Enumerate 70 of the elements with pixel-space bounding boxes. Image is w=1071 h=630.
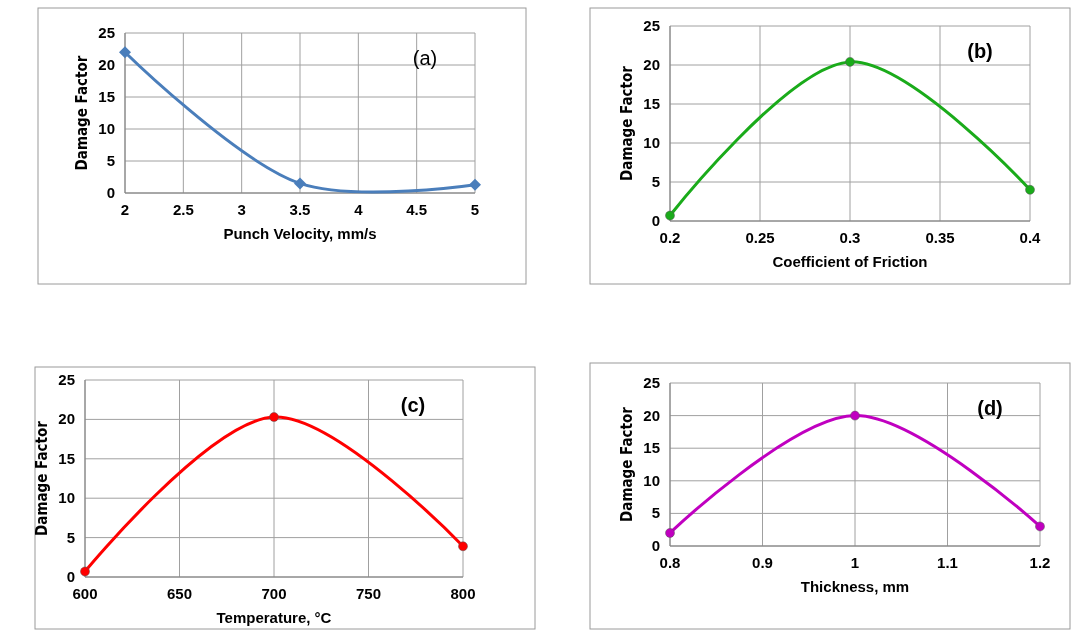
x-tick-label: 3.5 <box>289 201 311 218</box>
x-tick-label: 2 <box>120 201 130 218</box>
x-tick-label: 0.4 <box>1019 229 1042 246</box>
annotation: (d) <box>977 397 1003 419</box>
x-axis-title: Thickness, mm <box>800 578 910 595</box>
x-tick-label: 650 <box>166 585 193 602</box>
point <box>458 541 468 552</box>
annotation: (c) <box>400 394 426 416</box>
y-tick-label: 25 <box>98 24 115 41</box>
y-tick-label: 20 <box>58 410 75 428</box>
point <box>665 528 675 538</box>
y-tick-label: 25 <box>58 371 75 388</box>
y-tick-label: 0 <box>66 568 75 585</box>
y-axis-title: Damage Factor <box>618 406 636 522</box>
y-tick-label: 10 <box>98 120 115 137</box>
y-tick-label: 10 <box>643 134 660 151</box>
y-tick-label: 15 <box>58 449 75 467</box>
y-tick-label: 10 <box>643 471 660 489</box>
x-tick-label: 0.25 <box>745 229 775 246</box>
x-axis-title: Punch Velocity, mm/s <box>223 225 377 242</box>
y-axis-title: Damage Factor <box>73 55 91 171</box>
point <box>294 177 306 190</box>
point <box>119 46 131 59</box>
y-tick-label: 25 <box>643 17 660 34</box>
x-tick-label: 3 <box>237 201 246 218</box>
annotation: (b) <box>967 40 993 62</box>
x-tick-label: 4.5 <box>406 201 428 218</box>
y-tick-label: 5 <box>106 152 115 169</box>
x-tick-label: 600 <box>72 585 98 602</box>
x-axis-title: Temperature, °C <box>216 609 332 626</box>
x-tick-label: 0.2 <box>659 229 681 246</box>
point <box>469 178 481 191</box>
x-tick-label: 1.2 <box>1029 554 1051 571</box>
y-tick-label: 15 <box>643 439 660 457</box>
y-tick-label: 10 <box>58 489 75 507</box>
y-tick-label: 5 <box>66 528 75 546</box>
y-tick-label: 15 <box>643 95 660 112</box>
y-tick-label: 5 <box>651 504 660 522</box>
x-tick-label: 4 <box>354 201 364 218</box>
y-tick-label: 0 <box>106 184 115 201</box>
y-axis-title: Damage Factor <box>33 420 51 536</box>
point <box>269 412 279 422</box>
x-tick-label: 0.9 <box>752 554 773 571</box>
y-tick-label: 5 <box>651 173 660 190</box>
x-axis-title: Coefficient of Friction <box>772 253 928 270</box>
y-tick-label: 0 <box>651 212 660 229</box>
x-tick-label: 5 <box>470 201 480 218</box>
annotation: (a) <box>412 47 438 69</box>
point <box>1025 185 1035 195</box>
x-tick-label: 1.1 <box>937 554 958 571</box>
x-tick-label: 750 <box>355 585 382 602</box>
point <box>845 57 855 67</box>
x-tick-label: 0.8 <box>659 554 681 571</box>
y-tick-label: 20 <box>98 56 115 73</box>
point <box>80 566 90 577</box>
point <box>1035 521 1045 532</box>
y-tick-label: 25 <box>643 374 660 391</box>
x-tick-label: 0.35 <box>925 229 955 246</box>
y-tick-label: 15 <box>98 88 115 105</box>
point <box>850 410 860 421</box>
x-tick-label: 700 <box>261 585 287 602</box>
x-tick-label: 2.5 <box>172 201 194 218</box>
y-axis-title: Damage Factor <box>618 65 636 181</box>
x-tick-label: 1 <box>850 554 860 571</box>
y-tick-label: 0 <box>651 537 660 554</box>
y-tick-label: 20 <box>643 56 660 73</box>
x-tick-label: 0.3 <box>839 229 861 246</box>
y-tick-label: 20 <box>643 406 660 424</box>
x-tick-label: 800 <box>450 585 476 602</box>
point <box>665 210 675 221</box>
